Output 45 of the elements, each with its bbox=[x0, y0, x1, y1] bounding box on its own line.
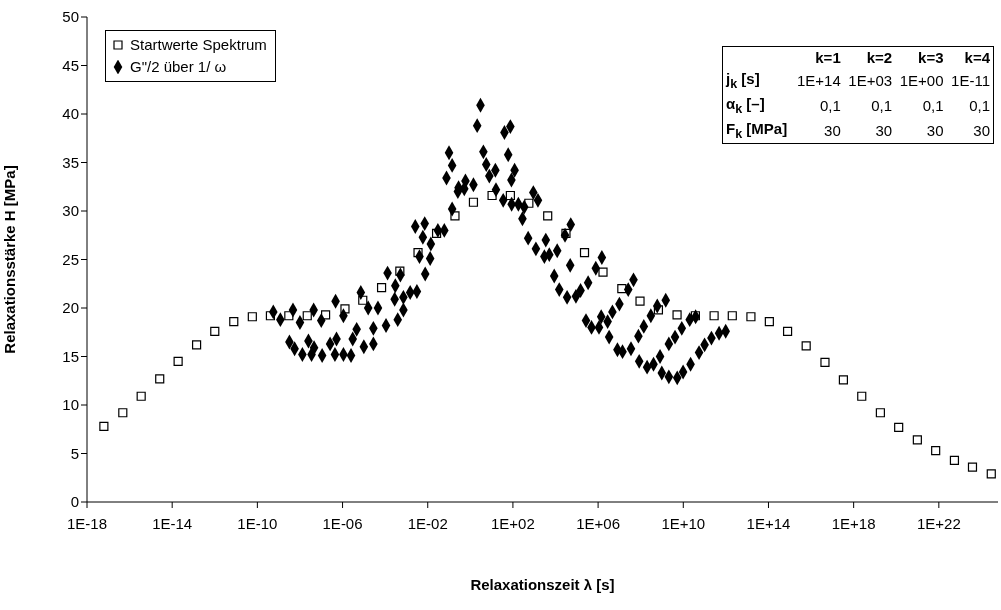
x-tick-label: 1E-18 bbox=[66, 514, 108, 532]
annotation: k=1 bbox=[814, 48, 842, 68]
x-tick-label: 1E-14 bbox=[152, 514, 193, 532]
x-tick-label: 1E-10 bbox=[237, 514, 278, 532]
y-tick-label: 25 bbox=[62, 250, 79, 268]
annotation: 30 bbox=[874, 121, 894, 141]
x-tick-label: 1E+02 bbox=[491, 514, 535, 532]
annotation: k=4 bbox=[963, 48, 991, 68]
annotation: F$_{k}$ [MPa] bbox=[725, 119, 789, 143]
annotation: 0,1 bbox=[921, 96, 945, 116]
annotation: 1E+14 bbox=[795, 71, 842, 91]
y-tick-label: 15 bbox=[62, 347, 79, 365]
y-tick-label: 50 bbox=[62, 8, 79, 26]
y-tick-label: 20 bbox=[62, 299, 79, 317]
annotation: k=2 bbox=[865, 48, 894, 68]
x-tick-label: 1E+14 bbox=[746, 514, 791, 532]
annotation: 30 bbox=[925, 121, 945, 141]
x-axis-title: Relaxationszeit λ [s] bbox=[470, 576, 615, 593]
x-tick-label: 1E+10 bbox=[661, 514, 706, 532]
annotation: j$_{k}$ [s] bbox=[724, 69, 761, 93]
x-tick-label: 1E+18 bbox=[831, 514, 876, 532]
annotation: k=3 bbox=[917, 48, 945, 68]
annotation: 0,1 bbox=[818, 96, 842, 116]
annotation: α$_{k}$ [–] bbox=[725, 94, 766, 118]
x-tick-label: 1E+06 bbox=[576, 514, 620, 532]
annotation: 0,1 bbox=[968, 96, 991, 116]
y-tick-label: 5 bbox=[70, 444, 79, 462]
annotation: 30 bbox=[823, 121, 842, 141]
y-tick-label: 10 bbox=[62, 396, 79, 414]
x-tick-label: 1E-02 bbox=[407, 514, 448, 532]
annotation: 1E-11 bbox=[950, 71, 991, 91]
x-tick-label: 1E-06 bbox=[322, 514, 363, 532]
annotation: 0,1 bbox=[870, 96, 894, 116]
y-tick-label: 40 bbox=[62, 105, 79, 123]
legend-label: Startwerte Spektrum bbox=[130, 35, 267, 55]
legend-label: G"/2 über 1/ ω bbox=[130, 57, 227, 77]
y-tick-label: 45 bbox=[62, 56, 79, 74]
annotation: 1E+03 bbox=[847, 71, 894, 91]
annotation: 1E+00 bbox=[898, 71, 945, 91]
y-axis-title: Relaxationsstärke H [MPa] bbox=[1, 165, 19, 354]
y-tick-label: 0 bbox=[70, 493, 79, 511]
x-tick-label: 1E+22 bbox=[916, 514, 961, 532]
y-tick-label: 30 bbox=[62, 202, 79, 220]
annotation: 30 bbox=[972, 121, 991, 141]
y-tick-label: 35 bbox=[62, 153, 79, 171]
